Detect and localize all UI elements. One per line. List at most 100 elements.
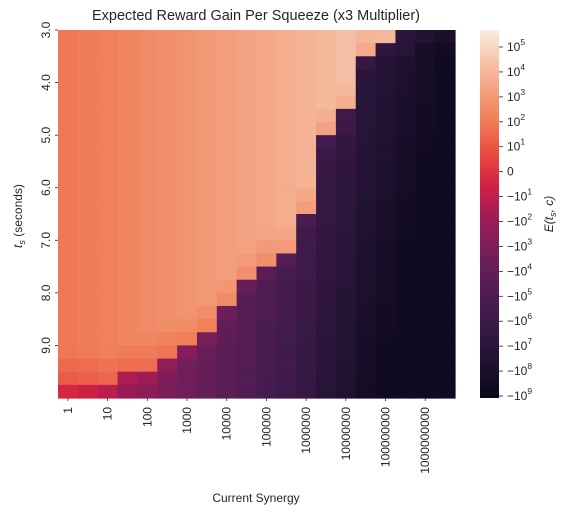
heatmap-cell: [216, 69, 238, 84]
heatmap-cell: [256, 200, 277, 215]
heatmap-cell: [58, 56, 79, 71]
heatmap-cell: [355, 319, 377, 333]
heatmap-cell: [216, 148, 238, 163]
heatmap-cell: [335, 69, 357, 84]
heatmap-cell: [435, 253, 456, 268]
heatmap-cell: [216, 43, 238, 57]
heatmap-cell: [196, 266, 218, 281]
heatmap-cell: [316, 306, 337, 320]
heatmap-cell: [335, 371, 357, 386]
heatmap-cell: [177, 345, 198, 360]
heatmap-cell: [58, 240, 79, 255]
heatmap-cell: [137, 266, 158, 281]
heatmap-cell: [355, 214, 377, 228]
heatmap-cell: [296, 108, 317, 123]
heatmap-cell: [216, 227, 238, 241]
heatmap-cell: [375, 358, 397, 373]
y-tick-label: 5.0: [39, 126, 53, 143]
heatmap-cell: [117, 279, 138, 294]
heatmap-cell: [236, 187, 258, 202]
heatmap-cell: [415, 332, 436, 347]
heatmap-cell: [77, 43, 99, 57]
heatmap-cell: [177, 30, 198, 44]
chart-title: Expected Reward Gain Per Squeeze (x3 Mul…: [92, 8, 420, 24]
heatmap-cell: [276, 227, 297, 241]
heatmap-cell: [415, 135, 436, 149]
colorbar-ticks: 105 104 103 102 101 0 −101 −102 −103 −104 −105 −106…: [499, 37, 532, 403]
heatmap-cell: [177, 358, 198, 373]
heatmap-cell: [256, 108, 277, 123]
heatmap-cell: [236, 332, 258, 347]
heatmap-cell: [236, 95, 258, 110]
heatmap-cell: [137, 161, 158, 176]
heatmap-cell: [375, 227, 397, 241]
heatmap-cell: [137, 345, 158, 360]
heatmap-cell: [335, 384, 357, 399]
heatmap-cell: [395, 253, 416, 268]
heatmap-cell: [415, 292, 436, 307]
heatmap-cell: [177, 227, 198, 241]
heatmap-cell: [58, 319, 79, 333]
heatmap-cell: [415, 266, 436, 281]
heatmap-cell: [97, 69, 119, 84]
heatmap-cell: [137, 56, 158, 71]
heatmap-cell: [236, 214, 258, 228]
heatmap-cell: [77, 266, 99, 281]
heatmap-cell: [276, 122, 297, 136]
heatmap-cell: [276, 214, 297, 228]
heatmap-cell: [216, 200, 238, 215]
heatmap-cell: [395, 122, 416, 136]
heatmap-cell: [395, 187, 416, 202]
heatmap-cell: [117, 384, 138, 399]
heatmap-cell: [355, 56, 377, 71]
heatmap-cell: [435, 240, 456, 255]
heatmap-cell: [97, 43, 119, 57]
colorbar-tick-label: 103: [507, 87, 525, 104]
heatmap-cell: [435, 161, 456, 176]
heatmap-cell: [256, 69, 277, 84]
heatmap-cell: [58, 43, 79, 57]
heatmap-cell: [77, 108, 99, 123]
heatmap-cell: [117, 43, 138, 57]
heatmap-cell: [117, 108, 138, 123]
heatmap-cell: [77, 200, 99, 215]
heatmap-cell: [355, 43, 377, 57]
heatmap-cell: [335, 345, 357, 360]
heatmap-cell: [435, 122, 456, 136]
heatmap-cell: [335, 306, 357, 320]
heatmap-cell: [335, 108, 357, 123]
heatmap-cell: [375, 30, 397, 44]
heatmap-cell: [196, 108, 218, 123]
y-tick-label: 3.0: [39, 21, 53, 38]
heatmap-cell: [355, 384, 377, 399]
heatmap-cell: [415, 279, 436, 294]
heatmap-cell: [58, 345, 79, 360]
heatmap-cell: [276, 82, 297, 97]
heatmap-cell: [256, 135, 277, 149]
heatmap-cell: [435, 332, 456, 347]
x-axis-label: Current Synergy: [212, 491, 299, 505]
heatmap-cell: [435, 319, 456, 333]
heatmap-cell: [415, 122, 436, 136]
heatmap-cell: [395, 240, 416, 255]
heatmap-cell: [58, 200, 79, 215]
heatmap-cell: [97, 82, 119, 97]
heatmap-cell: [157, 371, 178, 386]
heatmap-cells: [58, 30, 456, 399]
heatmap-cell: [77, 253, 99, 268]
heatmap-cell: [335, 56, 357, 71]
heatmap-cell: [236, 135, 258, 149]
heatmap-cell: [117, 69, 138, 84]
heatmap-cell: [316, 56, 337, 71]
heatmap-cell: [157, 227, 178, 241]
heatmap-cell: [216, 384, 238, 399]
heatmap-cell: [316, 319, 337, 333]
heatmap-cell: [296, 319, 317, 333]
heatmap-cell: [415, 253, 436, 268]
heatmap-cell: [276, 332, 297, 347]
heatmap-cell: [415, 43, 436, 57]
x-tick-label: 100000: [259, 407, 273, 447]
heatmap-cell: [395, 43, 416, 57]
heatmap-cell: [276, 69, 297, 84]
heatmap-cell: [375, 174, 397, 189]
